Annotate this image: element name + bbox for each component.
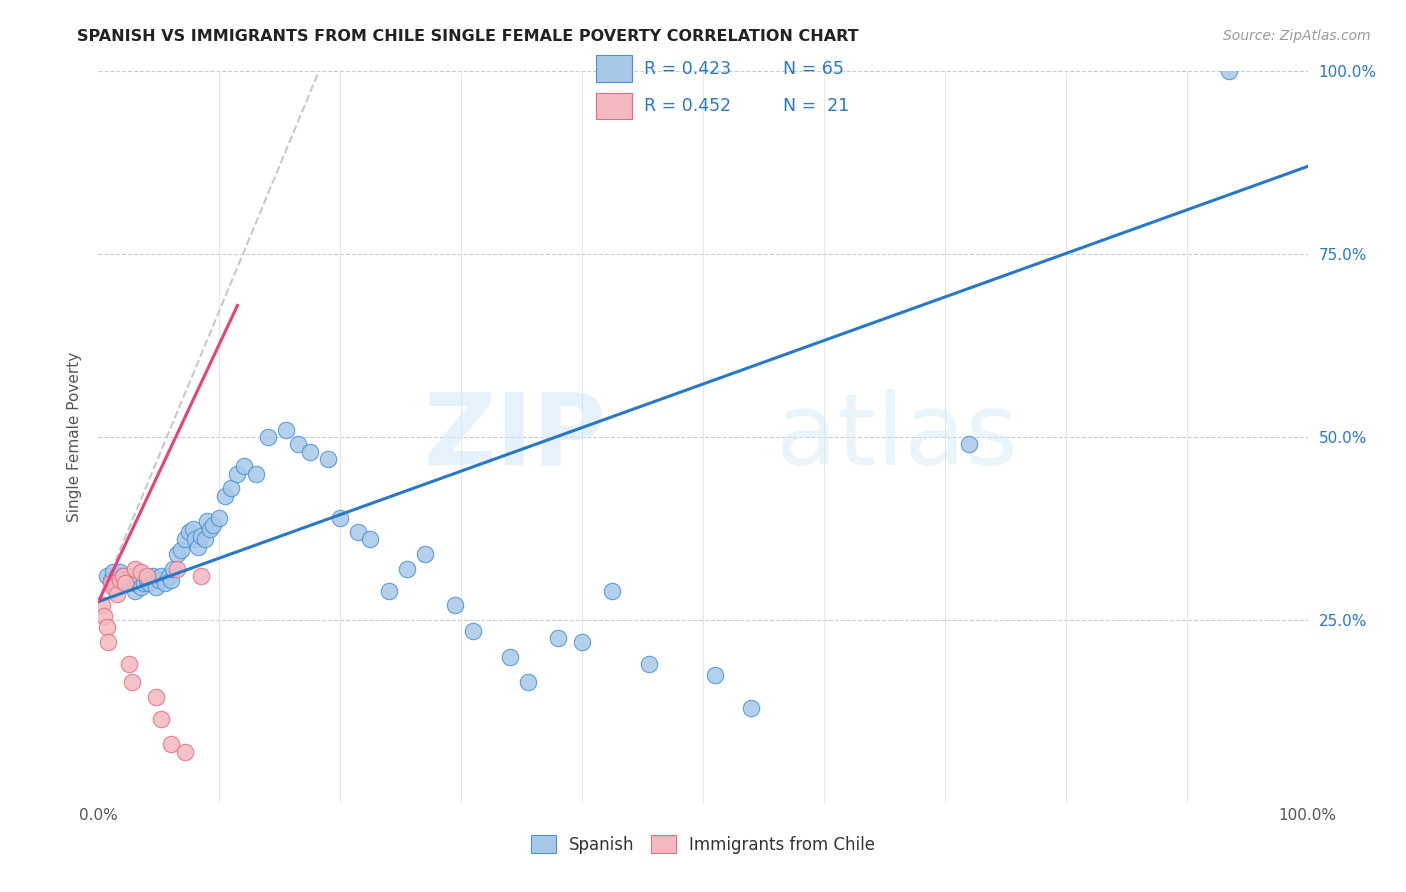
Point [111,569,134,583]
Text: atlas: atlas [776,389,1017,485]
Point [96,569,118,583]
Point [100,576,122,591]
FancyBboxPatch shape [596,55,631,82]
Point [101,580,124,594]
Point [957,437,980,451]
Point [105,569,128,583]
Point [299,444,322,458]
Point [221,481,243,495]
Point [134,576,156,591]
Point [704,667,727,681]
Point [444,599,467,613]
Point [208,510,231,524]
Point [162,562,184,576]
Point [413,547,436,561]
Point [127,573,149,587]
Point [571,635,593,649]
Point [287,437,309,451]
Point [114,573,136,587]
Point [195,514,218,528]
Point [547,632,569,646]
Point [184,533,207,547]
Point [91,599,114,613]
Point [114,576,136,591]
Point [135,569,157,583]
Point [129,580,152,594]
Point [194,533,217,547]
Point [160,573,183,587]
Point [135,573,157,587]
Point [377,583,399,598]
Point [516,675,538,690]
Text: SPANISH VS IMMIGRANTS FROM CHILE SINGLE FEMALE POVERTY CORRELATION CHART: SPANISH VS IMMIGRANTS FROM CHILE SINGLE … [77,29,859,44]
Point [498,649,520,664]
Point [174,533,197,547]
Point [124,576,146,591]
Text: N =  21: N = 21 [783,97,849,115]
Point [118,576,141,591]
Point [602,583,624,598]
Point [157,569,180,583]
Point [174,745,197,759]
Point [129,566,152,580]
Point [395,562,418,576]
Point [463,624,485,638]
Point [166,547,188,561]
Point [190,529,212,543]
Text: R = 0.423: R = 0.423 [644,60,731,78]
Point [118,657,141,671]
Point [124,583,146,598]
Point [142,569,165,583]
Point [637,657,659,671]
Point [360,533,382,547]
Point [96,620,118,634]
Point [145,690,167,704]
Point [108,566,131,580]
Point [256,430,278,444]
Legend: Spanish, Immigrants from Chile: Spanish, Immigrants from Chile [524,829,882,860]
Text: N = 65: N = 65 [783,60,844,78]
Point [169,543,191,558]
Point [232,459,254,474]
Text: ZIP: ZIP [423,389,606,485]
Point [160,737,183,751]
Point [181,521,204,535]
Point [274,423,297,437]
Point [150,712,173,726]
FancyBboxPatch shape [596,94,631,120]
Point [187,540,209,554]
Point [121,569,143,583]
Point [190,569,212,583]
Point [111,569,134,583]
Point [202,517,225,532]
Point [245,467,267,481]
Point [347,525,370,540]
Point [145,580,167,594]
Point [93,609,115,624]
Point [148,573,170,587]
Point [150,569,173,583]
Point [153,576,176,591]
Point [740,700,762,714]
Point [214,489,236,503]
Point [316,452,339,467]
Point [329,510,352,524]
Point [179,525,201,540]
Y-axis label: Single Female Poverty: Single Female Poverty [67,352,83,522]
Point [198,521,221,535]
Point [105,587,128,601]
Text: R = 0.452: R = 0.452 [644,97,731,115]
Point [100,573,122,587]
Point [138,576,160,591]
Point [108,573,131,587]
Point [166,562,188,576]
Point [124,562,146,576]
Point [121,675,143,690]
Point [101,566,124,580]
Point [226,467,249,481]
Point [97,635,120,649]
Text: Source: ZipAtlas.com: Source: ZipAtlas.com [1223,29,1371,43]
Point [1218,64,1240,78]
